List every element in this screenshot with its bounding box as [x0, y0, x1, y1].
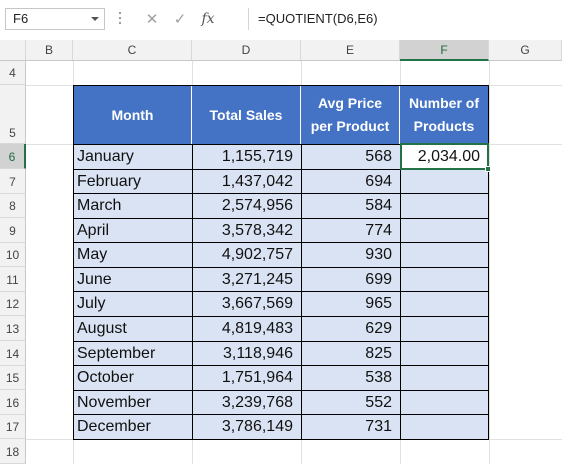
- row-header-16[interactable]: 16: [0, 390, 26, 415]
- cell-products[interactable]: [401, 219, 488, 243]
- cell-products[interactable]: [401, 342, 488, 366]
- row-header-8[interactable]: 8: [0, 194, 26, 218]
- enter-icon[interactable]: ✓: [173, 11, 187, 28]
- cell-products[interactable]: [401, 243, 488, 267]
- select-all-corner[interactable]: [0, 40, 26, 60]
- row-header-18[interactable]: 18: [0, 439, 26, 464]
- name-box-value: F6: [13, 11, 29, 26]
- formula-buttons: ✕ ✓ fx: [138, 8, 222, 30]
- cell-avg-price[interactable]: 699: [302, 268, 400, 292]
- row-header-11[interactable]: 11: [0, 267, 26, 292]
- column-header-e[interactable]: E: [301, 40, 400, 60]
- cell-total-sales[interactable]: 4,902,757: [193, 243, 301, 267]
- cell-total-sales[interactable]: 3,578,342: [193, 219, 301, 243]
- cell-products[interactable]: [401, 391, 488, 415]
- active-cell-f6[interactable]: 2,034.00: [400, 143, 489, 170]
- cell-products[interactable]: [401, 170, 488, 194]
- cell-products[interactable]: [401, 415, 488, 439]
- row-header-7[interactable]: 7: [0, 169, 26, 194]
- cell-total-sales[interactable]: 3,118,946: [193, 342, 301, 366]
- row-header-13[interactable]: 13: [0, 316, 26, 341]
- cell-total-sales[interactable]: 3,786,149: [193, 415, 301, 439]
- name-box[interactable]: F6: [5, 8, 105, 30]
- cell-month[interactable]: December: [74, 415, 192, 439]
- cell-avg-price[interactable]: 629: [302, 317, 400, 341]
- formula-bar: F6 ✕ ✓ fx =QUOTIENT(D6,E6): [0, 0, 562, 40]
- row-header-10[interactable]: 10: [0, 243, 26, 267]
- insert-function-icon[interactable]: fx: [201, 11, 215, 27]
- fill-handle[interactable]: [485, 166, 491, 172]
- cell-month[interactable]: June: [74, 268, 192, 292]
- row-header-5[interactable]: 5: [0, 85, 26, 144]
- cell-month[interactable]: September: [74, 342, 192, 366]
- cell-products[interactable]: [401, 317, 488, 341]
- header-month[interactable]: Month: [74, 86, 192, 144]
- row-header-12[interactable]: 12: [0, 292, 26, 316]
- cell-products[interactable]: [401, 366, 488, 390]
- cell-month[interactable]: May: [74, 243, 192, 267]
- cell-total-sales[interactable]: 1,155,719: [193, 145, 301, 169]
- row-header-14[interactable]: 14: [0, 341, 26, 366]
- drag-handle-icon[interactable]: [119, 10, 122, 28]
- cell-avg-price[interactable]: 694: [302, 170, 400, 194]
- column-header-c[interactable]: C: [73, 40, 192, 60]
- cell-total-sales[interactable]: 1,437,042: [193, 170, 301, 194]
- cell-month[interactable]: November: [74, 391, 192, 415]
- cell-month[interactable]: April: [74, 219, 192, 243]
- cell-avg-price[interactable]: 584: [302, 194, 400, 218]
- column-header-bar: B C D E F G: [0, 40, 562, 61]
- cell-month[interactable]: July: [74, 292, 192, 316]
- row-header-15[interactable]: 15: [0, 366, 26, 390]
- header-total-sales[interactable]: Total Sales: [192, 86, 301, 144]
- row-header-4[interactable]: 4: [0, 61, 26, 85]
- chevron-down-icon[interactable]: [91, 17, 99, 21]
- cell-total-sales[interactable]: 3,667,569: [193, 292, 301, 316]
- header-avg-price[interactable]: Avg Price per Product: [301, 86, 400, 144]
- cell-avg-price[interactable]: 568: [302, 145, 400, 169]
- row-header-9[interactable]: 9: [0, 218, 26, 243]
- column-header-g[interactable]: G: [489, 40, 562, 60]
- row-header-17[interactable]: 17: [0, 415, 26, 439]
- cell-avg-price[interactable]: 930: [302, 243, 400, 267]
- cell-month[interactable]: October: [74, 366, 192, 390]
- cell-avg-price[interactable]: 538: [302, 366, 400, 390]
- cell-products[interactable]: [401, 268, 488, 292]
- cell-total-sales[interactable]: 3,239,768: [193, 391, 301, 415]
- column-header-d[interactable]: D: [192, 40, 301, 60]
- column-header-b[interactable]: B: [26, 40, 73, 60]
- cell-avg-price[interactable]: 825: [302, 342, 400, 366]
- cell-total-sales[interactable]: 4,819,483: [193, 317, 301, 341]
- table-header-row: Month Total Sales Avg Price per Product …: [74, 86, 488, 144]
- cell-total-sales[interactable]: 1,751,964: [193, 366, 301, 390]
- cell-month[interactable]: January: [74, 145, 192, 169]
- cell-month[interactable]: February: [74, 170, 192, 194]
- formula-input[interactable]: =QUOTIENT(D6,E6): [248, 8, 562, 30]
- row-header-6[interactable]: 6: [0, 144, 26, 169]
- cancel-icon[interactable]: ✕: [145, 11, 159, 28]
- cell-month[interactable]: March: [74, 194, 192, 218]
- cell-products[interactable]: [401, 194, 488, 218]
- cell-total-sales[interactable]: 3,271,245: [193, 268, 301, 292]
- cell-month[interactable]: August: [74, 317, 192, 341]
- cell-total-sales[interactable]: 2,574,956: [193, 194, 301, 218]
- column-header-f[interactable]: F: [400, 40, 489, 61]
- header-number-of-products[interactable]: Number of Products: [409, 95, 479, 134]
- cell-products[interactable]: [401, 292, 488, 316]
- cell-avg-price[interactable]: 774: [302, 219, 400, 243]
- cell-avg-price[interactable]: 965: [302, 292, 400, 316]
- cell-avg-price[interactable]: 552: [302, 391, 400, 415]
- cell-avg-price[interactable]: 731: [302, 415, 400, 439]
